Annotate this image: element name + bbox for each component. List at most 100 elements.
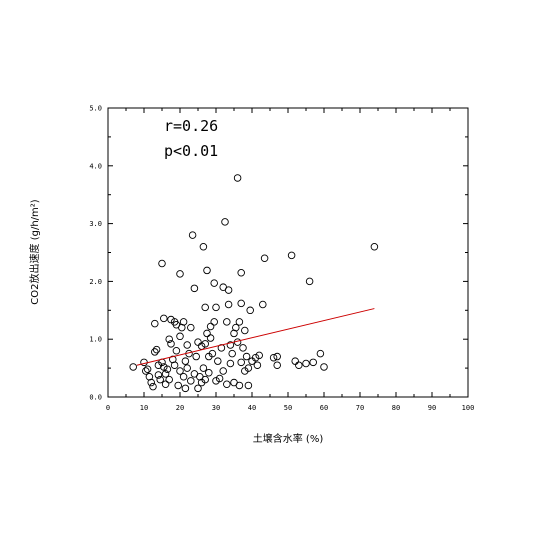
data-point: [161, 380, 170, 389]
data-point: [233, 174, 242, 182]
data-point: [210, 279, 218, 287]
data-point: [212, 303, 220, 312]
data-point: [370, 242, 379, 251]
data-point: [232, 323, 240, 332]
data-point: [129, 363, 137, 371]
data-point: [160, 314, 168, 323]
data-point: [199, 242, 208, 251]
data-point: [203, 266, 211, 275]
data-point: [291, 357, 299, 365]
data-point: [237, 268, 245, 277]
data-point: [226, 341, 235, 349]
data-point: [228, 349, 236, 358]
data-point: [205, 368, 213, 377]
data-point: [224, 300, 233, 309]
data-point: [161, 370, 170, 378]
x-tick-label: 100: [462, 404, 475, 412]
data-point: [244, 381, 253, 390]
data-point: [179, 373, 188, 381]
plot-frame: [107, 107, 469, 398]
data-point: [194, 338, 202, 346]
data-point: [147, 378, 155, 387]
data-point: [176, 367, 184, 375]
x-tick-label: 90: [428, 404, 436, 412]
data-point: [167, 340, 175, 348]
annotation-r: r=0.26: [164, 117, 218, 135]
y-tick-label: 1.0: [89, 336, 102, 344]
x-tick-label: 40: [248, 404, 256, 412]
data-point: [221, 218, 229, 226]
y-tick-label: 4.0: [89, 162, 102, 170]
data-point: [215, 374, 224, 383]
data-point: [235, 381, 244, 390]
data-point: [242, 352, 251, 361]
data-point: [179, 318, 188, 326]
data-point: [187, 377, 195, 385]
data-point: [174, 381, 182, 390]
x-tick-label: 50: [284, 404, 292, 412]
data-point: [226, 359, 235, 368]
data-point: [201, 375, 209, 384]
x-tick-label: 20: [176, 404, 184, 412]
data-point: [151, 348, 159, 356]
data-point: [156, 375, 164, 384]
tick-labels: 0 10 20 30 40 50 60 70 80 90 100 0.0 1.0 2.0 3.0 4.0 5.0: [89, 105, 474, 413]
data-point: [140, 358, 148, 367]
data-point: [235, 318, 244, 326]
data-point: [223, 318, 231, 326]
data-point: [237, 358, 245, 367]
data-point: [187, 323, 195, 332]
y-tick-label: 2.0: [89, 278, 102, 286]
data-point: [295, 361, 303, 369]
data-point: [223, 380, 231, 389]
x-tick-label: 0: [106, 404, 110, 412]
data-point: [203, 329, 211, 338]
x-tick-label: 30: [212, 404, 220, 412]
data-point: [201, 303, 209, 312]
data-point: [316, 349, 325, 358]
data-point: [170, 361, 179, 369]
y-tick-label: 0.0: [89, 394, 102, 402]
data-point: [192, 352, 200, 361]
annotation-p: p<0.01: [164, 142, 218, 160]
data-point: [176, 270, 184, 278]
x-tick-label: 10: [140, 404, 148, 412]
y-tick-label: 3.0: [89, 220, 102, 228]
data-point: [253, 361, 262, 369]
data-point: [237, 299, 245, 308]
data-point: [181, 384, 190, 393]
data-point: [208, 349, 217, 358]
data-point: [302, 359, 310, 368]
y-tick-label: 5.0: [89, 105, 102, 113]
data-point: [287, 251, 296, 260]
data-point: [273, 361, 281, 369]
data-point: [260, 254, 269, 263]
data-point: [309, 358, 317, 367]
data-point: [199, 364, 208, 372]
data-point: [152, 345, 161, 354]
data-point: [194, 384, 202, 393]
trend-line: [136, 308, 375, 366]
data-point: [244, 364, 253, 372]
data-point: [163, 365, 172, 374]
data-point: [158, 259, 166, 268]
data-point: [190, 284, 199, 293]
data-point: [224, 286, 233, 294]
data-point: [165, 375, 173, 384]
x-axis-title: 土壌含水率 (%): [253, 432, 324, 445]
data-point: [142, 367, 150, 375]
data-point: [172, 347, 181, 355]
data-point: [183, 364, 191, 372]
data-point: [183, 341, 191, 349]
data-point: [214, 357, 222, 365]
data-point: [239, 344, 247, 352]
data-point: [255, 351, 263, 360]
data-point: [165, 335, 173, 343]
data-point: [305, 277, 314, 286]
data-point: [181, 357, 190, 365]
data-point: [320, 363, 328, 371]
data-point: [219, 367, 227, 375]
data-point: [206, 334, 215, 342]
data-point: [273, 352, 281, 361]
